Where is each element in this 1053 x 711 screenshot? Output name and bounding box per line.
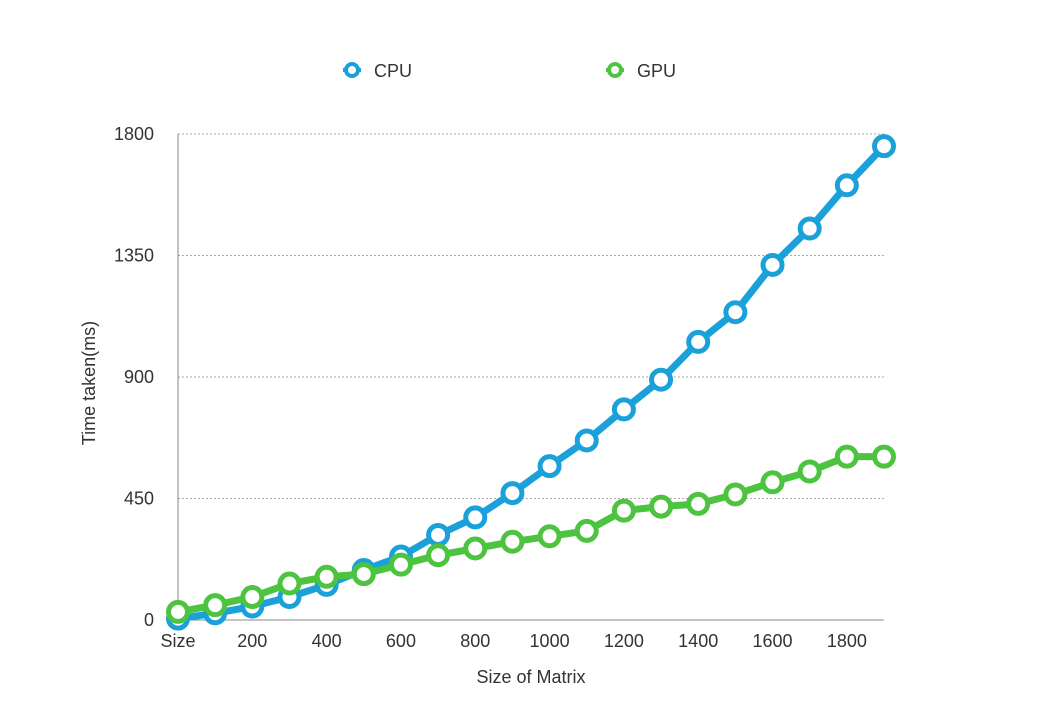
data-point-gpu — [388, 552, 413, 577]
x-axis-title: Size of Matrix — [476, 667, 585, 687]
x-tick-label: 1600 — [753, 631, 793, 651]
y-tick-label: 450 — [124, 489, 154, 509]
x-tick-label: 600 — [386, 631, 416, 651]
data-point-gpu — [834, 444, 859, 469]
data-point-cpu — [686, 329, 711, 354]
series-gpu — [166, 444, 896, 624]
y-axis-title: Time taken(ms) — [79, 321, 99, 445]
legend-item-cpu: CPU — [343, 61, 412, 81]
data-point-cpu — [834, 173, 859, 198]
data-point-gpu — [797, 459, 822, 484]
data-point-gpu — [500, 529, 525, 554]
data-point-gpu — [723, 482, 748, 507]
data-point-gpu — [240, 585, 265, 610]
data-point-gpu — [760, 470, 785, 495]
data-point-cpu — [500, 481, 525, 506]
x-axis-ticks: Size 200 400 600 800 1000 1200 1400 1600 1800 — [160, 631, 866, 651]
legend-label-cpu: CPU — [374, 61, 412, 81]
data-point-cpu — [537, 454, 562, 479]
y-axis-ticks: 0 450 900 1350 1800 — [114, 124, 154, 630]
data-point-gpu — [574, 518, 599, 543]
x-tick-label: 1000 — [530, 631, 570, 651]
data-point-cpu — [574, 428, 599, 453]
y-tick-label: 900 — [124, 367, 154, 387]
legend: CPU GPU — [343, 61, 676, 81]
data-point-cpu — [426, 522, 451, 547]
series-cpu — [166, 134, 896, 631]
x-tick-label: 800 — [460, 631, 490, 651]
legend-marker-icon — [607, 62, 623, 78]
x-tick-label: 1200 — [604, 631, 644, 651]
x-tick-label: 1400 — [678, 631, 718, 651]
y-tick-label: 0 — [144, 610, 154, 630]
y-tick-label: 1800 — [114, 124, 154, 144]
data-point-cpu — [872, 134, 896, 159]
data-point-cpu — [463, 505, 488, 530]
data-point-gpu — [649, 494, 674, 519]
data-point-gpu — [611, 498, 636, 523]
data-point-cpu — [611, 397, 636, 422]
data-point-gpu — [166, 599, 190, 624]
x-tick-label: 400 — [312, 631, 342, 651]
data-point-gpu — [872, 444, 896, 469]
data-point-gpu — [426, 543, 451, 568]
data-point-gpu — [277, 571, 302, 596]
series-layer — [166, 134, 896, 631]
gridlines — [178, 133, 884, 499]
legend-marker-icon — [344, 62, 360, 78]
y-tick-label: 1350 — [114, 246, 154, 266]
data-point-gpu — [537, 524, 562, 549]
legend-label-gpu: GPU — [637, 61, 676, 81]
x-tick-label: 200 — [237, 631, 267, 651]
x-tick-label: Size — [160, 631, 195, 651]
legend-item-gpu: GPU — [606, 61, 676, 81]
data-point-cpu — [723, 300, 748, 325]
series-line-cpu — [174, 142, 888, 623]
data-point-gpu — [686, 491, 711, 516]
x-tick-label: 1800 — [827, 631, 867, 651]
data-point-cpu — [797, 216, 822, 241]
data-point-gpu — [463, 536, 488, 561]
data-point-cpu — [649, 367, 674, 392]
data-point-gpu — [351, 562, 376, 587]
data-point-gpu — [314, 564, 339, 589]
data-point-gpu — [203, 593, 228, 618]
data-point-cpu — [760, 252, 785, 277]
